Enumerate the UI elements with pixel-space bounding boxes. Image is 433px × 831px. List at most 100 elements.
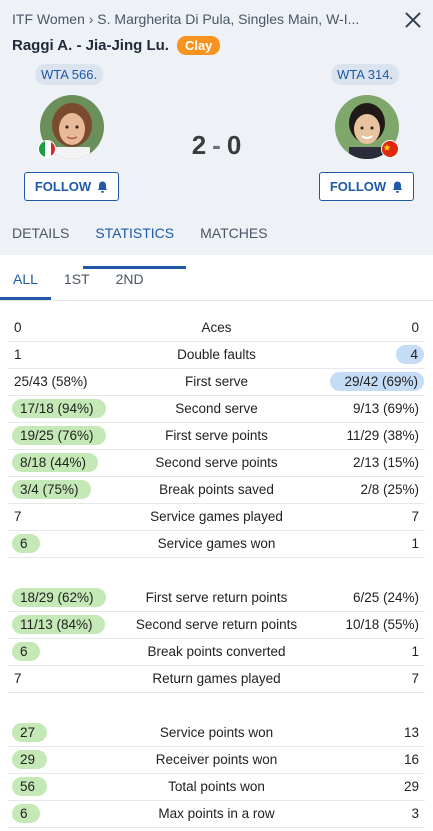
stat-row: Max points in a row 6 3 (8, 801, 425, 828)
away-value: 1 (411, 536, 419, 551)
away-value: 7 (411, 671, 419, 686)
home-value: 6 (12, 804, 40, 823)
main-tabs: DETAILS STATISTICS MATCHES (0, 213, 280, 269)
stat-name: Double faults (177, 347, 256, 362)
player1-avatar[interactable] (40, 95, 104, 159)
section-spacer (8, 693, 425, 720)
stat-row: Break points converted 6 1 (8, 639, 425, 666)
away-value: 1 (411, 644, 419, 659)
tab-matches[interactable]: MATCHES (200, 225, 268, 241)
stat-name: Second serve return points (135, 617, 298, 632)
stat-row: Return games played 7 7 (8, 666, 425, 693)
home-value: 7 (14, 509, 22, 524)
home-value: 17/18 (94%) (12, 399, 106, 418)
away-value: 11/29 (38%) (346, 428, 419, 443)
home-value: 56 (12, 777, 48, 796)
away-value: 4 (396, 345, 424, 364)
statistics-table: Aces 0 0 Double faults 1 4 First serve 25/43 (5… (0, 301, 433, 828)
bell-icon (97, 181, 108, 193)
away-value: 10/18 (55%) (345, 617, 419, 632)
stat-row: First serve points 19/25 (76%) 11/29 (38%) (8, 423, 425, 450)
home-value: 11/13 (84%) (12, 615, 105, 634)
stat-row: Second serve 17/18 (94%) 9/13 (69%) (8, 396, 425, 423)
away-value: 3 (411, 806, 419, 821)
stat-row: Double faults 1 4 (8, 342, 425, 369)
player1-rank-badge: WTA 566. (35, 64, 104, 85)
tab-statistics[interactable]: STATISTICS (83, 213, 186, 269)
home-value: 18/29 (62%) (12, 588, 106, 607)
stat-name: Service games played (150, 509, 283, 524)
player1-follow-button[interactable]: FOLLOW (24, 172, 119, 201)
home-value: 6 (12, 642, 40, 661)
player2-rank-badge: WTA 314. (331, 64, 400, 85)
china-flag-icon (381, 140, 399, 158)
stat-name: Receiver points won (155, 752, 278, 767)
player2-follow-button[interactable]: FOLLOW (319, 172, 414, 201)
stat-row: Aces 0 0 (8, 315, 425, 342)
stat-name: Service points won (159, 725, 274, 740)
home-value: 29 (12, 750, 48, 769)
score-separator: - (212, 130, 221, 160)
home-value: 6 (12, 534, 40, 553)
stat-row: Total points won 56 29 (8, 774, 425, 801)
away-value: 7 (411, 509, 419, 524)
stat-name: Total points won (168, 779, 265, 794)
stat-row: Second serve points 8/18 (44%) 2/13 (15%) (8, 450, 425, 477)
stat-row: First serve return points 18/29 (62%) 6/25… (8, 585, 425, 612)
italy-flag-icon (38, 140, 56, 158)
tab-details[interactable]: DETAILS (12, 225, 70, 241)
stat-name: Second serve points (155, 455, 278, 470)
stat-row: Receiver points won 29 16 (8, 747, 425, 774)
away-value: 2/13 (15%) (352, 455, 419, 470)
home-value: 7 (14, 671, 22, 686)
stat-name: Break points converted (147, 644, 286, 659)
subtab-2nd[interactable]: 2ND (115, 271, 144, 287)
away-value: 6/25 (24%) (352, 590, 419, 605)
bell-icon (392, 181, 403, 193)
breadcrumb[interactable]: ITF Women › S. Margherita Di Pula, Singl… (12, 11, 360, 27)
stat-name: First serve (184, 374, 248, 389)
home-value: 25/43 (58%) (14, 374, 88, 389)
stat-row: Break points saved 3/4 (75%) 2/8 (25%) (8, 477, 425, 504)
home-value: 0 (14, 320, 22, 335)
home-score: 2 (191, 130, 207, 160)
stat-row: Service games won 6 1 (8, 531, 425, 558)
stat-name: First serve return points (145, 590, 288, 605)
subtab-all[interactable]: ALL (0, 255, 51, 300)
stat-name: Second serve (175, 401, 258, 416)
away-value: 9/13 (69%) (352, 401, 419, 416)
match-title: Raggi A. - Jia-Jing Lu. Clay (12, 36, 221, 55)
home-value: 27 (12, 723, 48, 742)
home-value: 8/18 (44%) (12, 453, 99, 472)
section-spacer (8, 558, 425, 585)
stat-name: Max points in a row (158, 806, 275, 821)
away-score: 0 (226, 130, 242, 160)
stat-name: Break points saved (159, 482, 274, 497)
stat-name: First serve points (165, 428, 268, 443)
away-value: 29 (403, 779, 419, 794)
stat-row: Second serve return points 11/13 (84%) 10/… (8, 612, 425, 639)
away-value: 2/8 (25%) (360, 482, 419, 497)
away-value: 13 (403, 725, 419, 740)
stat-row: Service points won 27 13 (8, 720, 425, 747)
stat-name: Return games played (152, 671, 281, 686)
away-value: 16 (403, 752, 419, 767)
player1-follow-label: FOLLOW (34, 179, 92, 194)
stat-name: Aces (201, 320, 232, 335)
home-value: 19/25 (76%) (12, 426, 106, 445)
home-value: 3/4 (75%) (12, 480, 91, 499)
away-value: 0 (411, 320, 419, 335)
subtab-1st[interactable]: 1ST (63, 271, 90, 287)
close-icon[interactable] (401, 8, 425, 32)
stat-row: Service games played 7 7 (8, 504, 425, 531)
period-tabs: ALL 1ST 2ND (0, 255, 433, 301)
stat-name: Service games won (157, 536, 276, 551)
match-score: 2-0 (0, 130, 433, 161)
stat-row: First serve 25/43 (58%) 29/42 (69%) (8, 369, 425, 396)
surface-badge: Clay (176, 36, 221, 55)
home-value: 1 (14, 347, 22, 362)
player2-follow-label: FOLLOW (329, 179, 387, 194)
match-title-text: Raggi A. - Jia-Jing Lu. (12, 37, 169, 54)
match-header: ITF Women › S. Margherita Di Pula, Singl… (0, 0, 433, 269)
away-value: 29/42 (69%) (330, 372, 424, 391)
